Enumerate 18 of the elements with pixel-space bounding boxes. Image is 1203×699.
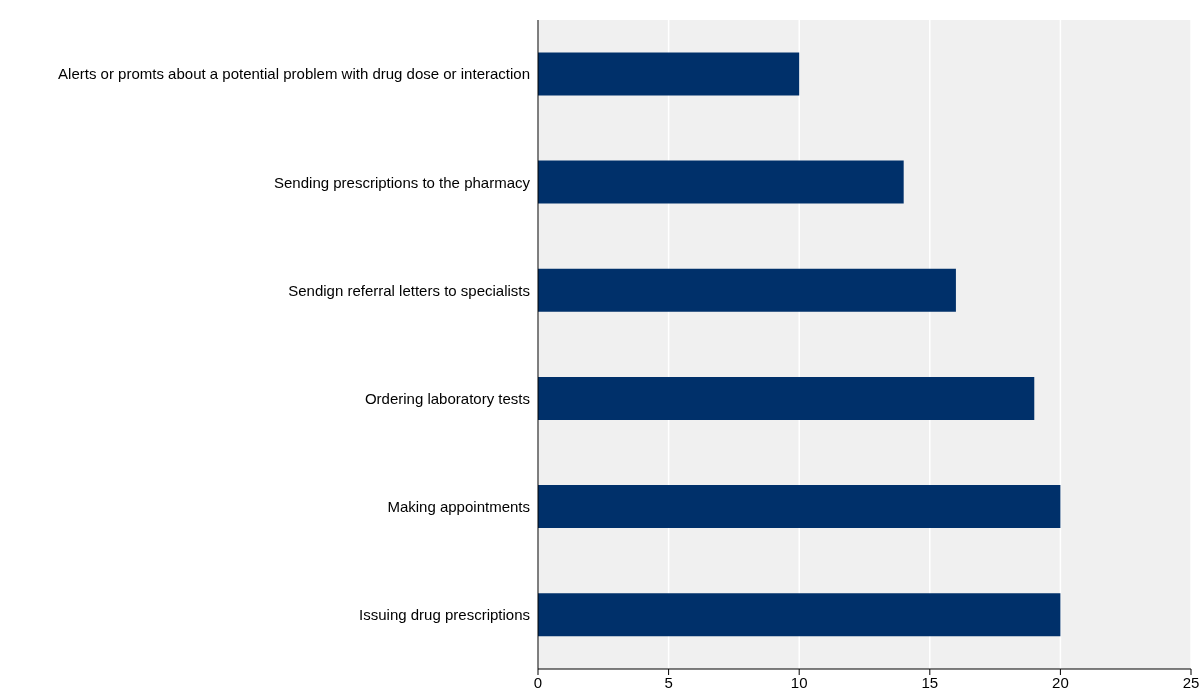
bar — [538, 160, 904, 204]
bar — [538, 593, 1061, 637]
y-tick-label: Sendign referral letters to specialists — [288, 281, 530, 299]
x-tick-label: 20 — [1052, 673, 1069, 691]
y-tick-label: Issuing drug prescriptions — [359, 606, 530, 624]
y-tick-label: Making appointments — [387, 498, 530, 516]
bar — [538, 52, 800, 96]
bar — [538, 376, 1035, 420]
x-tick-label: 10 — [790, 673, 808, 691]
x-tick-label: 5 — [664, 673, 673, 691]
y-tick-label: Sending prescriptions to the pharmacy — [274, 173, 531, 191]
y-tick-label: Alerts or promts about a potential problem with drug dose or interaction — [58, 65, 530, 83]
bar — [538, 485, 1061, 529]
x-tick-label: 25 — [1182, 673, 1200, 691]
y-tick-label: Ordering laboratory tests — [364, 389, 530, 407]
x-tick-label: 15 — [921, 673, 939, 691]
bar — [538, 268, 956, 312]
x-tick-label: 0 — [533, 673, 543, 691]
